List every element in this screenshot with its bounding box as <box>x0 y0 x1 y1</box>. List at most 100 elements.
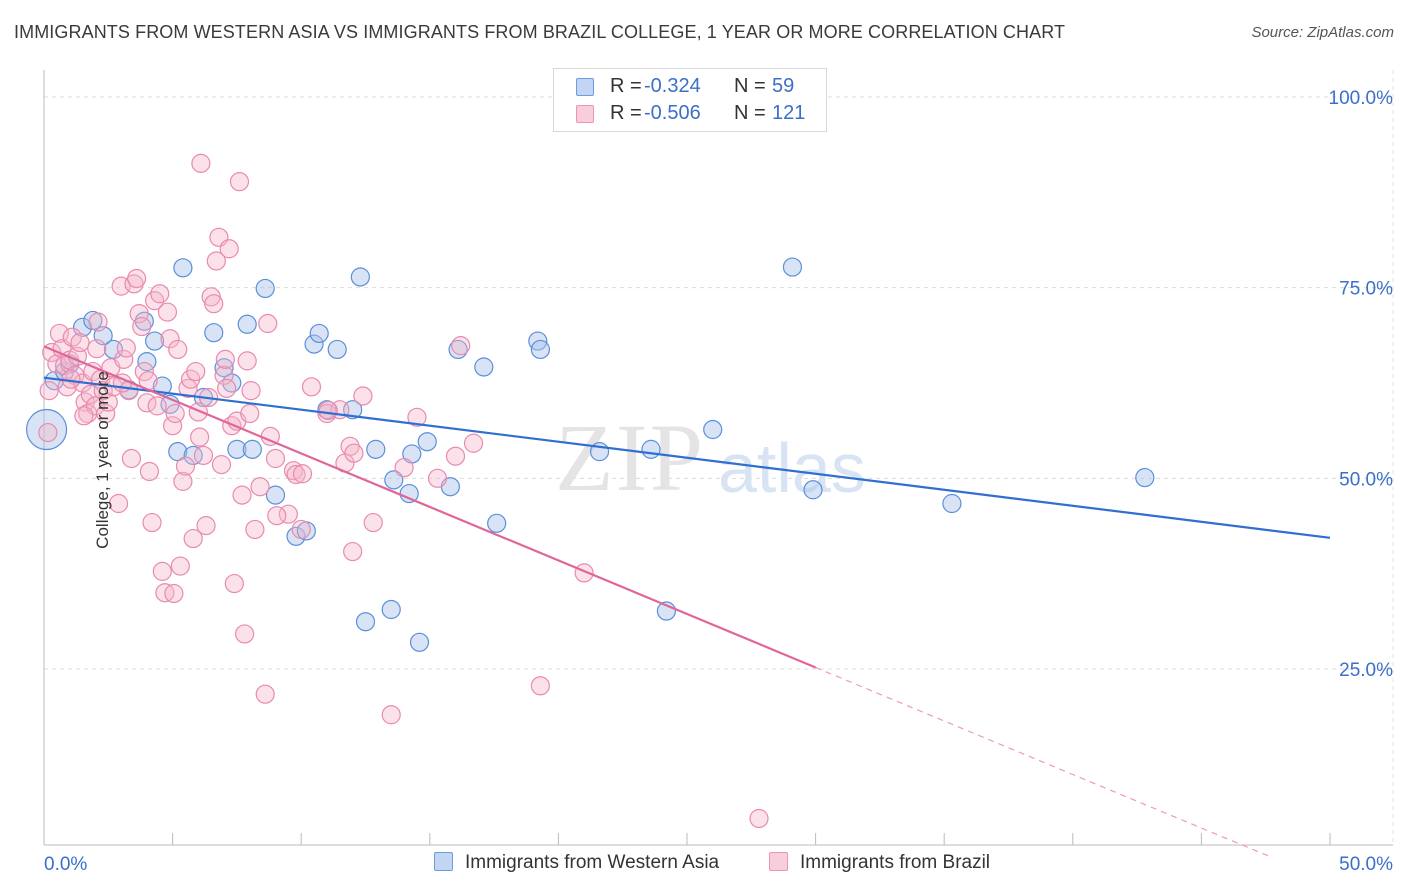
point-brazil <box>344 443 364 463</box>
point-brazil <box>88 312 108 332</box>
point-brazil <box>116 338 136 358</box>
point-brazil <box>98 392 118 412</box>
chart-title: IMMIGRANTS FROM WESTERN ASIA VS IMMIGRAN… <box>14 22 1066 42</box>
point-brazil <box>170 556 190 576</box>
point-brazil <box>186 361 206 382</box>
point-western-asia <box>641 439 661 459</box>
point-brazil <box>152 561 172 581</box>
point-brazil <box>96 403 116 424</box>
point-western-asia <box>255 278 275 299</box>
source-label: Source: ZipAtlas.com <box>1251 24 1394 41</box>
point-brazil <box>114 349 134 369</box>
trend-line-western-asia <box>43 376 1331 539</box>
point-western-asia <box>222 373 242 393</box>
point-brazil <box>265 448 286 469</box>
point-brazil <box>124 274 144 294</box>
point-brazil <box>451 336 471 356</box>
point-brazil <box>160 329 180 349</box>
legend-r-value: -0.506 <box>644 102 701 124</box>
point-brazil <box>183 528 203 549</box>
point-brazil <box>232 485 252 505</box>
point-brazil <box>74 406 94 426</box>
point-brazil <box>219 239 239 259</box>
point-brazil <box>173 471 193 491</box>
point-brazil <box>190 427 210 447</box>
point-brazil <box>49 323 70 344</box>
x-tick-label: 0.0% <box>44 854 87 875</box>
point-brazil <box>291 519 311 540</box>
point-brazil <box>188 402 208 422</box>
axes <box>43 70 1393 846</box>
point-brazil <box>381 705 401 725</box>
point-brazil <box>175 456 196 476</box>
point-western-asia <box>237 314 257 334</box>
point-brazil <box>165 403 185 424</box>
point-brazil <box>394 458 414 478</box>
point-western-asia <box>384 470 404 490</box>
point-brazil <box>39 381 59 401</box>
point-brazil <box>445 446 466 466</box>
watermark: ZIP atlas <box>555 404 866 511</box>
point-brazil <box>318 400 338 421</box>
legend-r-value: -0.324 <box>644 75 701 97</box>
point-brazil <box>215 349 235 369</box>
point-brazil <box>267 506 287 526</box>
legend-r-label: R = <box>610 75 642 97</box>
legend-swatch-blue <box>434 852 453 871</box>
point-western-asia <box>265 485 286 505</box>
series-legend-western-asia: Immigrants from Western Asia <box>434 852 719 874</box>
point-brazil <box>206 251 226 271</box>
x-tick-label: 50.0% <box>1339 854 1393 875</box>
point-brazil <box>191 153 211 173</box>
point-brazil <box>193 445 214 466</box>
point-brazil <box>241 381 261 401</box>
point-brazil <box>168 339 188 360</box>
point-western-asia <box>242 439 262 459</box>
point-brazil <box>80 384 100 405</box>
y-tick-label: 25.0% <box>1339 660 1393 681</box>
point-brazil <box>237 351 257 371</box>
point-western-asia <box>25 408 68 451</box>
legend-r-label: R = <box>610 102 642 124</box>
legend-n-value: 121 <box>772 102 806 124</box>
correlation-legend: R = -0.324 N = 59 R = -0.506 N = 121 <box>553 68 827 132</box>
point-western-asia <box>1135 467 1155 488</box>
point-brazil <box>353 386 373 406</box>
point-brazil <box>463 433 484 453</box>
point-brazil <box>157 302 178 322</box>
point-brazil <box>47 354 67 374</box>
point-western-asia <box>309 323 329 344</box>
point-brazil <box>126 268 147 289</box>
point-western-asia <box>227 439 247 459</box>
series-name: Immigrants from Western Asia <box>465 852 720 873</box>
data-points <box>25 153 1155 829</box>
legend-n-label: N = <box>734 102 766 124</box>
point-western-asia <box>183 445 203 466</box>
point-western-asia <box>417 432 437 452</box>
point-western-asia <box>144 331 165 351</box>
point-brazil <box>70 332 90 353</box>
point-brazil <box>258 313 278 334</box>
point-western-asia <box>72 317 93 337</box>
trend-line-brazil <box>43 345 817 669</box>
point-western-asia <box>487 513 507 533</box>
point-western-asia <box>703 419 723 440</box>
point-brazil <box>87 339 107 359</box>
legend-n-label: N = <box>734 75 766 97</box>
trend-line-brazil-extension <box>815 666 1269 857</box>
y-tick-label: 50.0% <box>1339 469 1393 490</box>
point-brazil <box>38 422 58 443</box>
point-brazil <box>132 316 152 337</box>
series-legend-brazil: Immigrants from Brazil <box>769 852 990 874</box>
point-brazil <box>292 464 313 484</box>
point-brazil <box>108 493 129 514</box>
trend-lines <box>43 345 1331 857</box>
legend-swatch-pink <box>576 105 594 123</box>
point-brazil <box>229 172 250 192</box>
point-brazil <box>224 573 244 594</box>
point-brazil <box>150 284 170 304</box>
series-name: Immigrants from Brazil <box>800 852 991 873</box>
point-brazil <box>250 477 270 497</box>
point-brazil <box>139 461 160 482</box>
point-brazil <box>245 519 265 540</box>
